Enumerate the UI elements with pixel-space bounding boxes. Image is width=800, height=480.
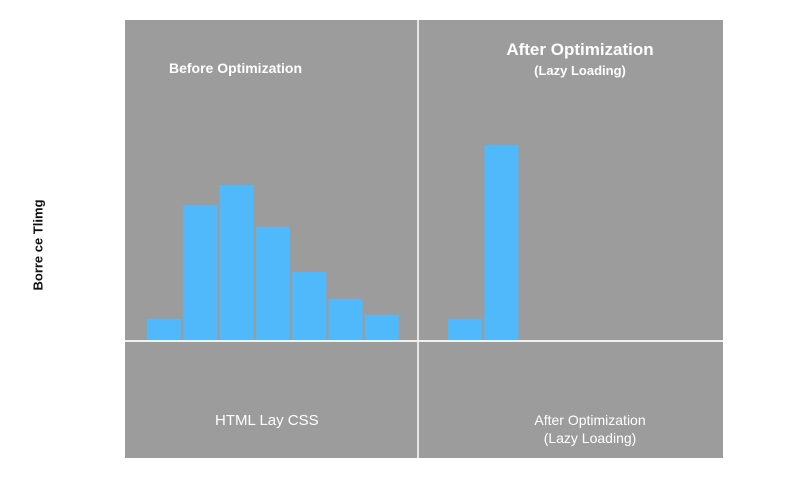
bar-panel0-5: [328, 299, 363, 340]
right-title: After Optimization: [506, 40, 654, 59]
bar-panel1-0: [448, 319, 482, 340]
right-subtitle: (Lazy Loading): [534, 63, 626, 78]
bar-panel0-0: [147, 319, 181, 340]
panel-divider-vertical: [417, 20, 419, 458]
left-title: Before Optimization: [169, 60, 303, 76]
chart-panel: Before Optimization After Optimization (…: [125, 20, 723, 458]
bar-panel0-1: [183, 205, 218, 340]
y-axis-label: Borre ce Tlimg: [30, 199, 46, 291]
bar-panel0-4: [292, 272, 327, 340]
right-bottom-label: After Optimization: [534, 412, 646, 428]
bar-panel0-6: [364, 315, 399, 340]
bar-panel0-2: [219, 185, 254, 340]
bar-panel0-3: [255, 227, 290, 340]
baseline: [125, 340, 723, 342]
bars-layer: [147, 145, 519, 340]
left-bottom-label: HTML Lay CSS: [215, 412, 319, 429]
right-bottom-sublabel: (Lazy Loading): [543, 430, 637, 446]
bar-panel1-1: [484, 145, 519, 340]
